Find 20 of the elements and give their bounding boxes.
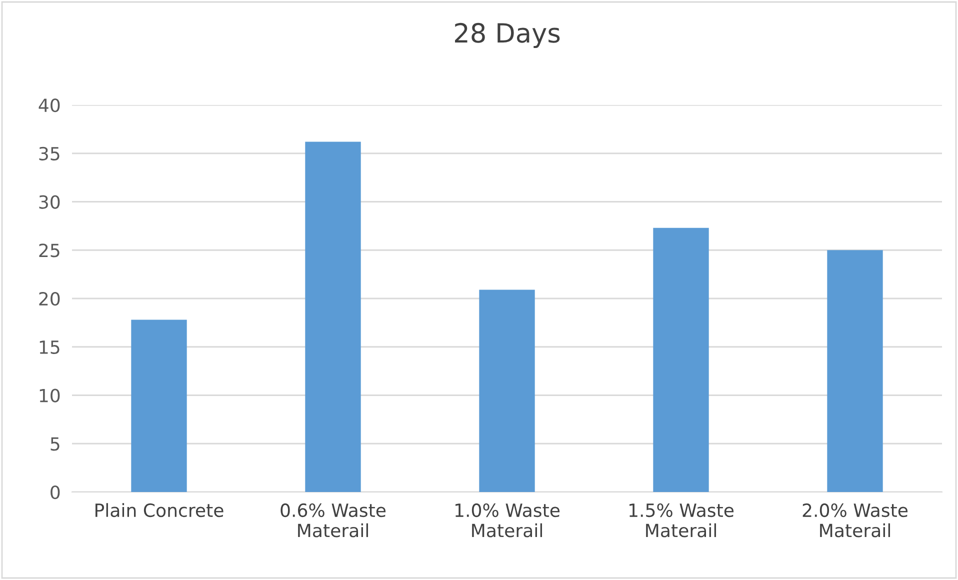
x-tick-label: 0.6% Waste Materail	[280, 503, 386, 538]
bar	[653, 228, 709, 492]
y-tick-label: 25	[39, 244, 60, 258]
x-tick-label: Plain Concrete	[96, 503, 224, 518]
y-tick-label: 15	[40, 340, 60, 354]
x-tick-label: 1.5% Waste Materail	[630, 503, 734, 538]
x-tick-label: 2.0% Waste Materail	[802, 503, 908, 538]
bar	[827, 250, 883, 492]
y-tick-label: 35	[39, 146, 60, 160]
y-tick-label: 5	[50, 437, 60, 451]
y-tick-label: 10	[40, 388, 60, 402]
y-tick-label: 40	[38, 98, 60, 112]
bar	[479, 290, 535, 492]
bar	[131, 320, 187, 492]
y-tick-label: 30	[39, 195, 60, 209]
x-tick-label: 1.0% Waste Materail	[456, 503, 560, 538]
y-tick-label: 0	[50, 485, 60, 500]
chart-title: 28 Days	[455, 22, 560, 48]
bar	[305, 142, 361, 492]
y-tick-label: 20	[39, 292, 60, 306]
